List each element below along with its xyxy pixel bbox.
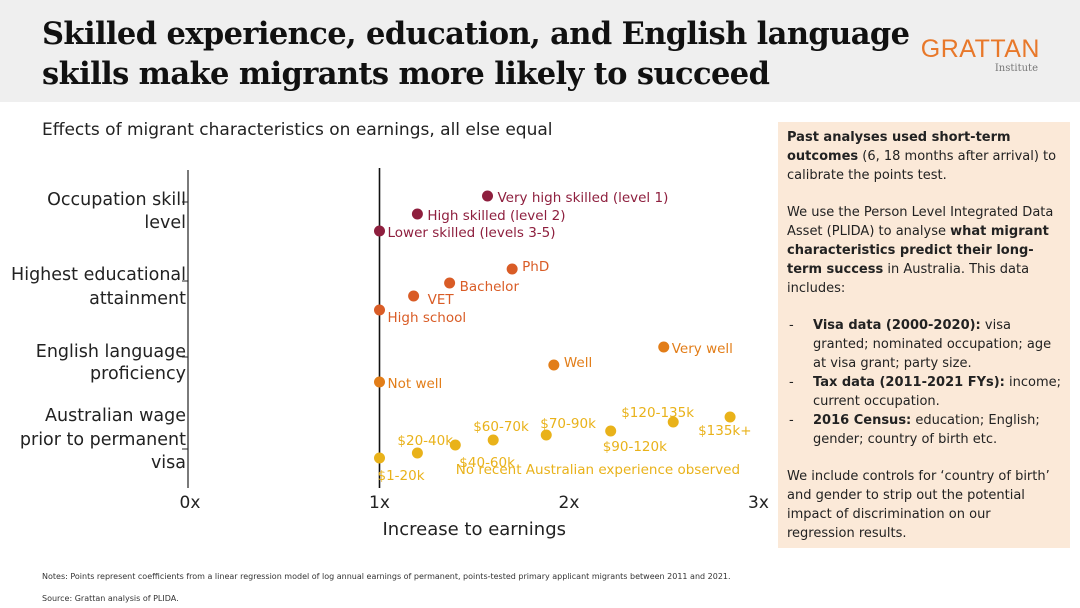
data-label: $20-40k xyxy=(397,433,453,449)
panel-paragraph-3: We include controls for ‘country of birt… xyxy=(787,469,1050,541)
data-point xyxy=(487,434,499,446)
data-point xyxy=(449,439,461,451)
data-label: Well xyxy=(564,355,592,371)
panel-p1-text: (6, 18 months after arrival) to calibrat… xyxy=(787,149,1057,183)
y-group-label: level xyxy=(144,213,186,233)
data-label: PhD xyxy=(522,259,549,275)
data-label: No recent Australian experience observed xyxy=(456,462,740,478)
data-label: $70-90k xyxy=(540,416,596,432)
data-label: $120-135k xyxy=(621,405,694,421)
list-item-text: income; current occupation. xyxy=(813,375,1062,409)
data-label: $90-120k xyxy=(603,439,667,455)
y-group-label: prior to permanent xyxy=(20,430,186,450)
logo-subtitle: Institute xyxy=(994,63,1038,74)
data-point xyxy=(374,225,385,237)
list-item: 2016 Census: education; English; gender;… xyxy=(787,411,1061,449)
x-tick-label: 2x xyxy=(559,493,580,513)
panel-paragraph-1: Past analyses used short-term outcomes (… xyxy=(787,128,1061,185)
list-item-bold: Tax data (2011-2021 FYs): xyxy=(813,375,1005,390)
panel-p2-text-a: We use the Person Level Integrated Data … xyxy=(787,205,1054,239)
y-group-label: Australian wage xyxy=(45,406,186,426)
data-label: High school xyxy=(388,310,467,326)
grattan-logo: GRATTAN Institute xyxy=(910,34,1040,78)
data-point xyxy=(605,425,617,437)
data-point xyxy=(411,208,423,220)
scatter-chart: Occupation skill level Highest educational… xyxy=(11,168,769,540)
list-item: Tax data (2011-2021 FYs): income; curren… xyxy=(787,373,1061,411)
data-label: $1-20k xyxy=(378,468,425,484)
data-point xyxy=(374,452,385,464)
list-item-text: visa granted; nominated occupation; age … xyxy=(813,318,1052,371)
data-point xyxy=(374,304,385,316)
data-point xyxy=(724,411,736,423)
y-group-label: Highest educational xyxy=(11,265,186,285)
title-line-2: skills make migrants more likely to succ… xyxy=(42,56,770,92)
x-tick-label: 3x xyxy=(748,493,769,513)
data-label: Lower skilled (levels 3-5) xyxy=(388,225,556,241)
y-group-label: proficiency xyxy=(90,364,186,384)
chart-source: Source: Grattan analysis of PLIDA. xyxy=(42,594,179,603)
y-group-label: visa xyxy=(151,453,186,473)
logo-wordmark: GRATTAN xyxy=(920,35,1040,63)
data-point xyxy=(482,190,494,202)
data-label: Very high skilled (level 1) xyxy=(498,190,669,206)
chart-title: Effects of migrant characteristics on ea… xyxy=(42,120,553,140)
info-panel: Past analyses used short-term outcomes (… xyxy=(778,122,1070,548)
data-point xyxy=(506,263,518,275)
data-point xyxy=(658,341,670,353)
data-label: Very well xyxy=(672,341,733,357)
list-item-bold: 2016 Census: xyxy=(813,413,912,428)
x-tick-label: 0x xyxy=(180,493,201,513)
y-group-label: English language xyxy=(36,342,186,362)
title-line-1: Skilled experience, education, and Engli… xyxy=(42,16,910,52)
list-item-bold: Visa data (2000-2020): xyxy=(813,318,981,333)
data-point xyxy=(540,429,552,441)
page-title: Skilled experience, education, and Engli… xyxy=(42,14,910,94)
data-point xyxy=(444,277,456,289)
data-point xyxy=(548,359,560,371)
data-point xyxy=(408,290,420,302)
y-group-label: attainment xyxy=(89,289,186,309)
x-tick-label: 1x xyxy=(369,493,390,513)
list-item: Visa data (2000-2020): visa granted; nom… xyxy=(787,316,1061,373)
panel-p1-bold: Past analyses used short-term outcomes xyxy=(787,130,1011,164)
x-axis-label: Increase to earnings xyxy=(383,519,567,540)
panel-paragraph-2: We use the Person Level Integrated Data … xyxy=(787,203,1061,298)
chart-notes: Notes: Points represent coefficients fro… xyxy=(42,572,731,581)
data-label: Not well xyxy=(388,376,443,392)
panel-p2-text-b: in Australia. This data includes: xyxy=(787,262,1030,296)
data-point xyxy=(374,376,385,388)
data-label: $60-70k xyxy=(473,419,529,435)
header-bar xyxy=(0,0,1080,102)
data-label: $135k+ xyxy=(698,423,752,439)
data-label: $40-60k xyxy=(459,455,515,471)
data-sources-list: Visa data (2000-2020): visa granted; nom… xyxy=(787,316,1061,449)
data-label: VET xyxy=(428,292,455,308)
panel-p2-bold: what migrant characteristics predict the… xyxy=(787,224,1049,277)
data-label: Bachelor xyxy=(460,279,520,295)
data-label: High skilled (level 2) xyxy=(427,208,565,224)
data-point xyxy=(667,416,679,428)
data-point xyxy=(411,447,423,459)
list-item-text: education; English; gender; country of b… xyxy=(813,413,1040,447)
y-group-label: Occupation skill xyxy=(47,190,186,210)
